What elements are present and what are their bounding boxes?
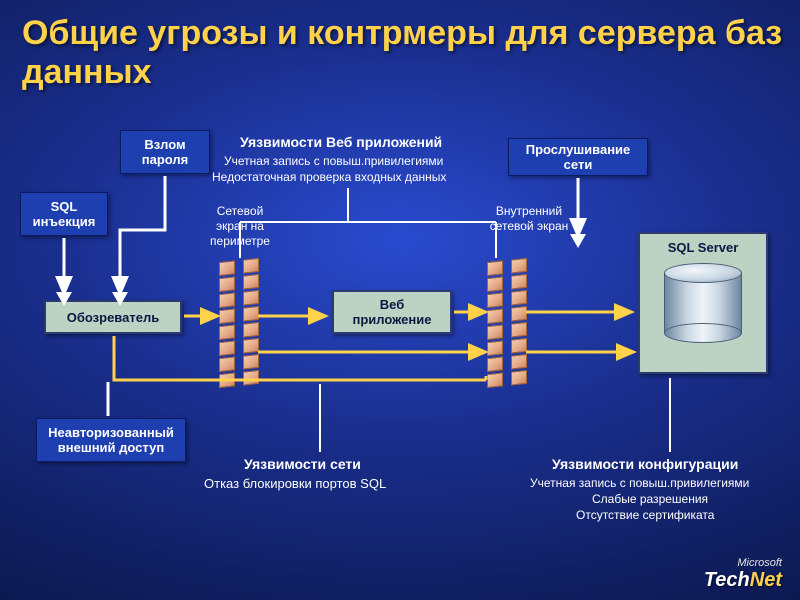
webapp-vuln-title: Уязвимости Веб приложений xyxy=(240,134,442,152)
threat-eavesdropping: Прослушивание сети xyxy=(508,138,648,176)
firewall-internal-icon xyxy=(490,258,524,388)
logo-net: Net xyxy=(750,569,782,591)
network-vuln-title: Уязвимости сети xyxy=(244,456,361,474)
technet-logo: Microsoft TechNet xyxy=(704,557,782,592)
logo-tech: Tech xyxy=(704,569,750,591)
node-webapp: Веб приложение xyxy=(332,290,452,334)
firewall-internal-label: Внутренний сетевой экран xyxy=(484,204,574,234)
label: Прослушивание сети xyxy=(515,142,641,172)
database-cylinder-icon xyxy=(664,263,742,343)
threat-sql-injection: SQL инъекция xyxy=(20,192,108,236)
config-vuln-title: Уязвимости конфигурации xyxy=(552,456,738,474)
webapp-vuln-line1: Учетная запись с повыш.привилегиями xyxy=(224,154,443,169)
label: Взлом пароля xyxy=(127,137,203,167)
firewall-perimeter-label: Сетевой экран на периметре xyxy=(200,204,280,249)
label: Обозреватель xyxy=(67,310,159,325)
logo-microsoft: Microsoft xyxy=(704,557,782,569)
config-vuln-line3: Отсутствие сертификата xyxy=(576,508,714,523)
config-vuln-line2: Слабые разрешения xyxy=(592,492,708,507)
network-vuln-line1: Отказ блокировки портов SQL xyxy=(204,476,386,492)
node-sql-server: SQL Server xyxy=(638,232,768,374)
slide-title: Общие угрозы и контрмеры для сервера баз… xyxy=(22,14,800,92)
label: Веб приложение xyxy=(340,297,444,327)
webapp-vuln-line2: Недостаточная проверка входных данных xyxy=(212,170,446,185)
label: SQL инъекция xyxy=(27,199,101,229)
firewall-perimeter-icon xyxy=(222,258,256,388)
threat-password-crack: Взлом пароля xyxy=(120,130,210,174)
label: SQL Server xyxy=(668,240,739,255)
config-vuln-line1: Учетная запись с повыш.привилегиями xyxy=(530,476,749,491)
node-browser: Обозреватель xyxy=(44,300,182,334)
threat-unauthorized-access: Неавторизованный внешний доступ xyxy=(36,418,186,462)
label: Неавторизованный внешний доступ xyxy=(43,425,179,455)
